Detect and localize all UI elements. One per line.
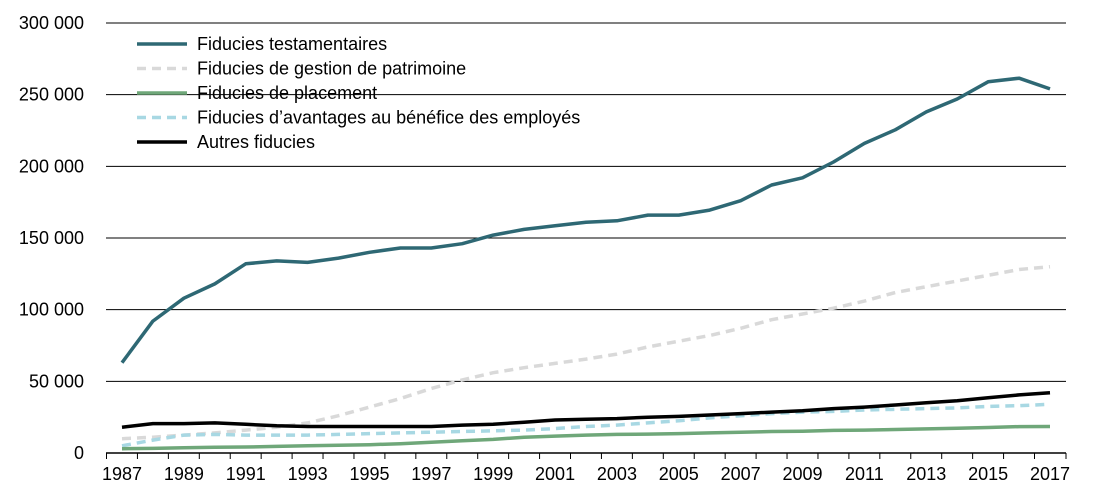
x-tick-label: 1993 — [288, 464, 328, 484]
legend-label: Fiducies testamentaires — [197, 34, 387, 54]
x-tick-label: 2011 — [845, 464, 884, 484]
x-tick-label: 2015 — [968, 464, 1008, 484]
x-tick-label: 2007 — [721, 464, 761, 484]
series-line-2 — [121, 264, 1051, 441]
x-tick-label: 1995 — [349, 464, 389, 484]
y-tick-label: 0 — [74, 443, 84, 463]
legend: Fiducies testamentaires Fiducies de gesti… — [137, 34, 580, 152]
legend-label: Fiducies de gestion de patrimoine — [197, 59, 466, 79]
x-tick-label: 2001 — [535, 464, 575, 484]
x-tick-label: 1989 — [164, 464, 204, 484]
legend-label: Autres fiducies — [197, 132, 315, 152]
series-line-1 — [120, 76, 1051, 364]
x-tick-label: 1987 — [102, 464, 142, 484]
legend-label: Fiducies d’avantages au bénéfice des emp… — [197, 108, 580, 128]
gridlines — [106, 22, 1066, 382]
x-tick-label: 1997 — [411, 464, 451, 484]
series-lines — [120, 76, 1051, 451]
series-line-3 — [121, 424, 1051, 451]
x-tick-label: 2017 — [1030, 464, 1070, 484]
x-tick-label: 2005 — [659, 464, 699, 484]
x-tick-label: 1991 — [226, 464, 266, 484]
x-tick-label: 2009 — [783, 464, 823, 484]
y-tick-label: 300 000 — [19, 13, 84, 33]
y-tick-label: 250 000 — [19, 85, 84, 105]
x-axis-tick-labels: 1987 1989 1991 1993 1995 1997 1999 2001 2003 2005… — [102, 464, 1070, 484]
series-line-4 — [121, 402, 1051, 448]
y-tick-label: 200 000 — [19, 156, 84, 176]
x-tick-label: 2013 — [906, 464, 946, 484]
series-line-5 — [121, 391, 1051, 429]
y-axis-tick-labels: 0 50 000 100 000 150 000 200 000 250 000 300 0… — [19, 13, 84, 463]
x-tick-label: 2003 — [597, 464, 637, 484]
y-tick-label: 150 000 — [19, 228, 84, 248]
y-tick-label: 50 000 — [29, 371, 84, 391]
x-tick-label: 1999 — [473, 464, 513, 484]
legend-label: Fiducies de placement — [197, 83, 377, 103]
y-tick-label: 100 000 — [19, 300, 84, 320]
x-axis — [106, 452, 1067, 459]
